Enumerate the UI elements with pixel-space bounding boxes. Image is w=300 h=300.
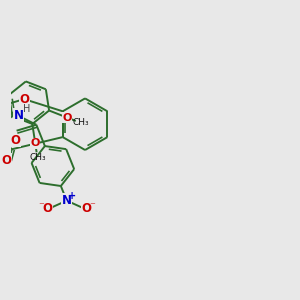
- Text: N: N: [62, 194, 72, 207]
- Text: O: O: [1, 154, 11, 166]
- Text: O: O: [10, 134, 20, 147]
- Text: O: O: [43, 202, 52, 215]
- Text: O: O: [81, 202, 91, 215]
- Text: N: N: [14, 109, 24, 122]
- Text: CH₃: CH₃: [29, 153, 46, 162]
- Text: ⁻: ⁻: [38, 201, 44, 211]
- Text: O: O: [31, 138, 40, 148]
- Text: O: O: [63, 112, 72, 123]
- Text: ⁻: ⁻: [90, 201, 95, 211]
- Text: +: +: [68, 191, 76, 201]
- Text: CH₃: CH₃: [72, 118, 89, 127]
- Text: H: H: [23, 104, 31, 114]
- Text: O: O: [20, 93, 30, 106]
